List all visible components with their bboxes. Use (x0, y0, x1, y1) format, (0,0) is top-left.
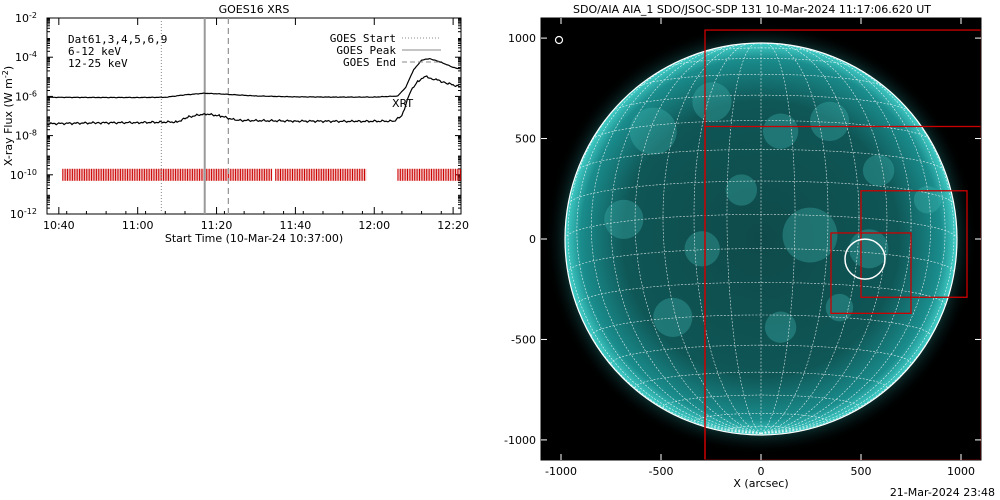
goes-short-channel-line (47, 75, 461, 126)
aia-y-tick-label: -500 (511, 333, 536, 346)
goes-title: GOES16 XRS (219, 3, 290, 16)
longitude-line (576, 54, 762, 434)
goes-x-axis-label: Start Time (10-Mar-24 10:37:00) (165, 232, 343, 245)
longitude-line (760, 54, 946, 434)
latitude-line (564, 214, 958, 240)
active-region-glow (684, 231, 720, 267)
aia-x-tick-label: 500 (851, 465, 872, 478)
goes-y-tick-labels: 10-2 10-4 10-6 10-8 10-10 10-12 (10, 11, 461, 222)
goes-plot-frame (46, 17, 462, 215)
active-region-glow (629, 107, 677, 155)
latitude-line (610, 344, 912, 365)
longitude-line (760, 43, 829, 434)
longitude-line (760, 47, 932, 434)
flare-location-label: AIA flare location (567, 34, 661, 47)
longitude-line (662, 43, 762, 434)
active-region-glow (764, 311, 797, 343)
longitude-line (590, 47, 762, 434)
longitude-line (760, 45, 912, 434)
aia-y-tick-label: 1000 (508, 32, 536, 45)
goes-y-tick-label: 10-2 (15, 11, 37, 26)
goes-x-tick-label: 10:40 (43, 219, 75, 232)
xrt-coverage-span (62, 168, 272, 181)
goes-x-tick-labels: 10:40 11:00 11:20 11:40 12:00 12:20 (43, 18, 469, 232)
legend-label-end: GOES End (343, 56, 396, 69)
goes-y-tick-label: 10-4 (15, 50, 37, 64)
goes-x-tick-label: 11:40 (280, 219, 312, 232)
aia-y-tick-labels: 1000 500 0 -500 -1000 (504, 32, 981, 447)
active-region-glow (725, 174, 758, 206)
active-region-glow (849, 229, 889, 269)
longitude-line (726, 42, 762, 434)
active-region-glow (692, 82, 732, 122)
xrt-coverage-bars (62, 168, 461, 181)
aia-limb (564, 42, 958, 436)
legend-label-peak: GOES Peak (336, 44, 396, 57)
xrt-fov-box (830, 232, 912, 314)
xrt-fov-boxes (704, 29, 981, 460)
aia-x-tick-label: -500 (649, 465, 674, 478)
longitude-line (610, 45, 762, 434)
aia-y-tick-label: -1000 (504, 434, 536, 447)
aia-x-tick-label: -1000 (545, 465, 577, 478)
active-region-glow (762, 113, 799, 149)
active-region-glow (604, 199, 644, 239)
latitude-line (636, 73, 886, 88)
longitude-line (760, 42, 796, 434)
active-region-glow (862, 154, 895, 187)
goes-y-tick-label: 10-12 (10, 207, 37, 222)
xrt-fov-label: XRT FOV (551, 423, 598, 436)
legend-label-start: GOES Start (330, 32, 396, 45)
goes-y-tick-label: 10-10 (10, 167, 37, 182)
aia-x-tick-label: 1000 (947, 465, 975, 478)
aia-x-tick-label: 0 (758, 465, 765, 478)
active-region-glow (810, 101, 850, 141)
longitude-line (693, 43, 762, 434)
goes-x-tick-label: 11:00 (122, 219, 154, 232)
flare-location-circle (844, 238, 886, 280)
goes-long-channel-line (47, 57, 461, 99)
active-region-glow (653, 297, 693, 337)
active-region-glow (825, 293, 854, 322)
longitude-line (567, 84, 762, 434)
longitude-line (760, 44, 888, 434)
channel-label-1: 6-12 keV (68, 45, 121, 58)
goes-x-tick-label: 11:20 (201, 219, 233, 232)
aia-title: SDO/AIA AIA_1 SDO/JSOC-SDP 131 10-Mar-20… (573, 3, 931, 16)
goes-x-tick-label: 12:20 (437, 219, 469, 232)
xrt-fov-box (704, 125, 981, 460)
longitude-line (634, 44, 762, 434)
footer-timestamp: 21-Mar-2024 23:48 (890, 486, 995, 499)
aia-y-tick-label: 0 (529, 233, 536, 246)
channel-label-0: Dat61,3,4,5,6,9 (68, 33, 167, 46)
longitude-line (760, 84, 955, 434)
goes-legend: GOES Start GOES Peak GOES End (330, 32, 441, 69)
active-region-glow (913, 186, 942, 214)
flare-legend-symbol (554, 35, 564, 45)
latitude-line (612, 94, 910, 112)
xrt-fov-box (860, 190, 968, 298)
goes-y-axis-label: X-ray Flux (W m-2) (1, 66, 16, 166)
aia-x-tick-labels: -1000 -500 0 500 1000 (545, 18, 975, 478)
aia-y-tick-label: 500 (515, 133, 536, 146)
latitude-line (591, 120, 931, 140)
aia-x-axis-label: X (arcsec) (733, 477, 788, 490)
active-region-glow (782, 207, 838, 263)
goes-y-tick-label: 10-8 (15, 128, 37, 143)
channel-label-2: 12-25 keV (68, 57, 128, 70)
goes-y-tick-label: 10-6 (15, 89, 37, 104)
xrt-label: XRT (392, 97, 413, 110)
goes-x-tick-label: 12:00 (358, 219, 390, 232)
